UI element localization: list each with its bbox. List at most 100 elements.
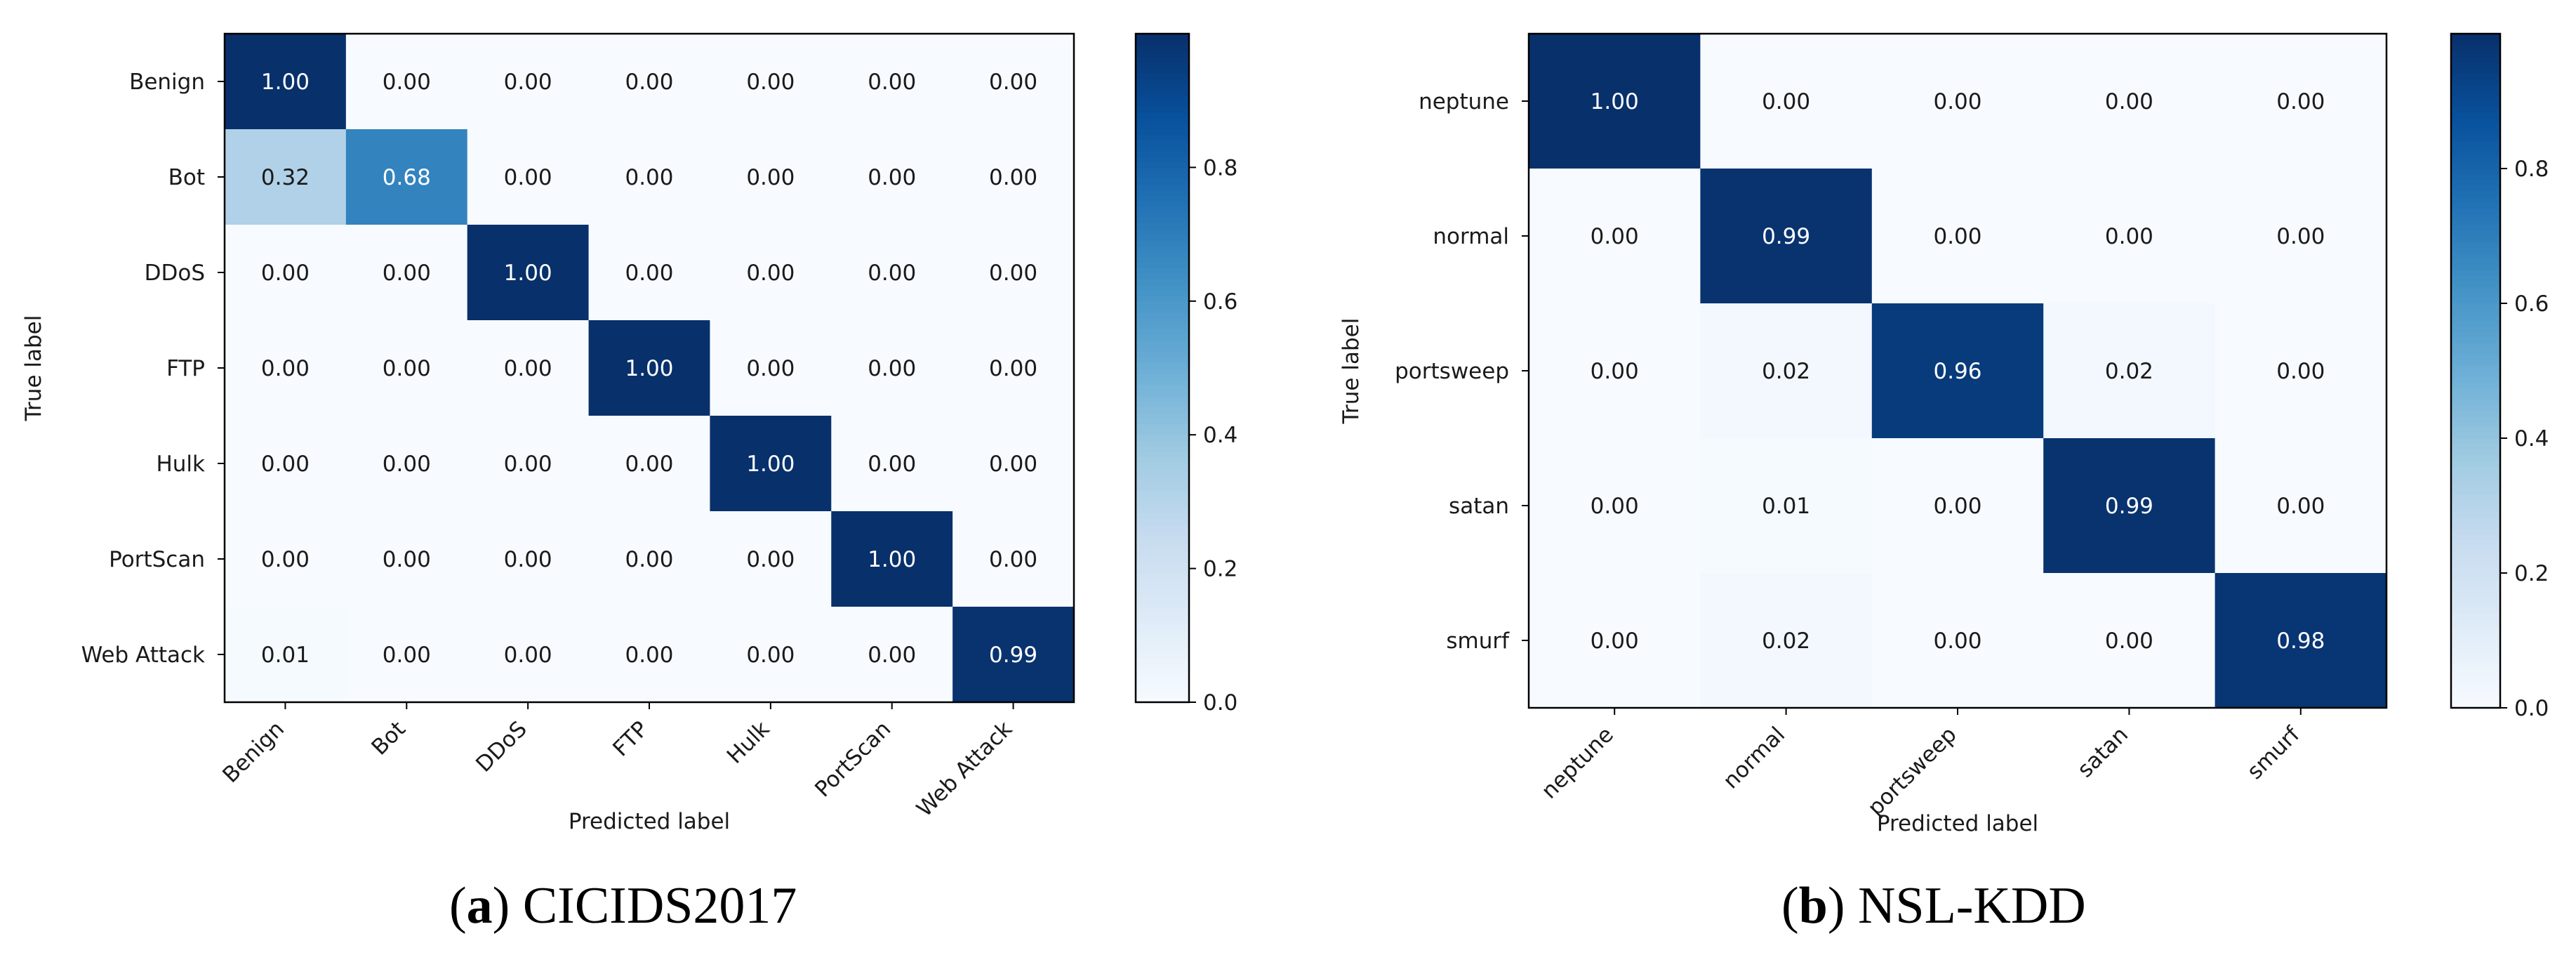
colorbar-segment-b-68 bbox=[2451, 320, 2500, 327]
cell-value-label-a-0-1: 0.00 bbox=[383, 70, 431, 95]
heatmap-cell-a-4-2 bbox=[467, 416, 590, 512]
cell-value-label-a-4-0: 0.00 bbox=[261, 452, 310, 477]
colorbar-segment-a-18 bbox=[1136, 596, 1189, 602]
colorbar-segment-b-72 bbox=[2451, 298, 2500, 304]
colorbar-segment-b-76 bbox=[2451, 275, 2500, 282]
colorbar-segment-b-49 bbox=[2451, 427, 2500, 433]
colorbar-segment-a-77 bbox=[1136, 268, 1189, 274]
y-tick-label-b-0: neptune bbox=[1419, 89, 1509, 114]
heatmap-cell-a-2-2 bbox=[467, 225, 590, 321]
caption-a-letter: a bbox=[466, 877, 493, 935]
colorbar-segment-b-116 bbox=[2451, 51, 2500, 57]
colorbar-segment-a-109 bbox=[1136, 89, 1189, 96]
colorbar-frame-a bbox=[1134, 32, 1190, 704]
colorbar-segment-b-70 bbox=[2451, 309, 2500, 315]
colorbar-tick-label-a-1: 0.2 bbox=[1203, 557, 1237, 582]
y-axis-label-a: True label bbox=[21, 315, 46, 422]
colorbar-segment-a-26 bbox=[1136, 551, 1189, 558]
cell-value-label-b-4-2: 0.00 bbox=[1933, 628, 1981, 654]
heatmap-cell-b-1-2 bbox=[1871, 169, 2044, 304]
colorbar-segment-b-81 bbox=[2451, 247, 2500, 253]
heatmap-cell-b-0-2 bbox=[1871, 34, 2044, 169]
colorbar-segment-b-58 bbox=[2451, 376, 2500, 383]
heatmap-cell-a-3-2 bbox=[467, 320, 590, 416]
colorbar-segment-a-96 bbox=[1136, 162, 1189, 169]
y-tick-label-b-1: normal bbox=[1433, 224, 1509, 249]
cell-value-label-a-3-2: 0.00 bbox=[504, 356, 552, 381]
colorbar-segment-a-104 bbox=[1136, 117, 1189, 124]
heatmap-cell-a-2-4 bbox=[710, 225, 832, 321]
heatmap-cell-a-5-3 bbox=[588, 511, 711, 607]
colorbar-segment-b-118 bbox=[2451, 39, 2500, 46]
cell-value-label-a-6-0: 0.01 bbox=[261, 643, 310, 668]
colorbar-segment-a-119 bbox=[1136, 34, 1189, 40]
heatmap-cell-b-2-1 bbox=[1700, 303, 1873, 439]
heatmap-cell-a-2-3 bbox=[588, 225, 711, 321]
colorbar-segment-a-116 bbox=[1136, 50, 1189, 57]
cell-value-label-a-5-6: 0.00 bbox=[989, 547, 1037, 572]
cell-value-label-b-0-1: 0.00 bbox=[1762, 89, 1810, 114]
cell-value-label-a-4-3: 0.00 bbox=[625, 452, 673, 477]
cell-value-label-b-3-3: 0.99 bbox=[2105, 494, 2153, 519]
colorbar-segment-a-102 bbox=[1136, 128, 1189, 135]
colorbar-segment-a-114 bbox=[1136, 61, 1189, 68]
colorbar-segment-a-28 bbox=[1136, 540, 1189, 547]
colorbar-segment-a-51 bbox=[1136, 412, 1189, 419]
heatmap-cell-a-1-6 bbox=[952, 129, 1075, 225]
colorbar-segment-b-54 bbox=[2451, 399, 2500, 405]
colorbar-segment-a-110 bbox=[1136, 84, 1189, 91]
cell-value-label-a-3-4: 0.00 bbox=[746, 356, 795, 381]
colorbar-segment-b-67 bbox=[2451, 326, 2500, 332]
cell-value-label-b-2-4: 0.00 bbox=[2276, 359, 2325, 384]
cell-value-label-a-2-0: 0.00 bbox=[261, 261, 310, 286]
colorbar-segment-b-47 bbox=[2451, 438, 2500, 444]
cell-value-label-a-2-1: 0.00 bbox=[383, 261, 431, 286]
cell-value-label-b-3-0: 0.00 bbox=[1591, 494, 1639, 519]
colorbar-segment-a-67 bbox=[1136, 323, 1189, 330]
heatmap-cell-a-5-6 bbox=[952, 511, 1075, 607]
colorbar-segment-b-64 bbox=[2451, 343, 2500, 349]
colorbar-segment-b-86 bbox=[2451, 219, 2500, 225]
heatmap-cell-a-0-0 bbox=[225, 34, 347, 130]
cell-value-label-a-6-5: 0.00 bbox=[868, 643, 916, 668]
heatmap-cell-a-5-0 bbox=[225, 511, 347, 607]
heatmap-cell-a-1-5 bbox=[831, 129, 953, 225]
heatmap-cell-a-6-2 bbox=[467, 607, 590, 703]
colorbar-segment-a-52 bbox=[1136, 407, 1189, 414]
colorbar-segment-a-45 bbox=[1136, 446, 1189, 452]
x-tick-label-b-4: smurf bbox=[2243, 721, 2306, 784]
heatmap-cell-a-4-3 bbox=[588, 416, 711, 512]
cell-value-label-a-6-1: 0.00 bbox=[383, 643, 431, 668]
heatmap-cell-a-3-0 bbox=[225, 320, 347, 416]
colorbar-segment-a-79 bbox=[1136, 256, 1189, 263]
colorbar-segment-a-4 bbox=[1136, 674, 1189, 681]
colorbar-segment-a-9 bbox=[1136, 646, 1189, 653]
colorbar-segment-a-78 bbox=[1136, 262, 1189, 268]
colorbar-segment-a-113 bbox=[1136, 67, 1189, 74]
colorbar-tick-label-b-0: 0.0 bbox=[2514, 696, 2549, 721]
colorbar-segment-b-63 bbox=[2451, 348, 2500, 355]
colorbar-segment-b-85 bbox=[2451, 225, 2500, 231]
cell-value-label-a-4-2: 0.00 bbox=[504, 452, 552, 477]
colorbar-tick-label-b-2: 0.4 bbox=[2514, 426, 2549, 452]
colorbar-segment-a-93 bbox=[1136, 178, 1189, 185]
colorbar-segment-b-115 bbox=[2451, 56, 2500, 62]
colorbar-segment-b-107 bbox=[2451, 101, 2500, 107]
colorbar-segment-b-101 bbox=[2451, 135, 2500, 141]
colorbar-segment-b-80 bbox=[2451, 253, 2500, 259]
colorbar-segment-b-44 bbox=[2451, 455, 2500, 461]
cell-value-label-b-3-1: 0.01 bbox=[1762, 494, 1810, 519]
heatmap-cell-b-1-4 bbox=[2215, 169, 2387, 304]
y-tick-label-a-3: FTP bbox=[166, 356, 205, 381]
colorbar-segment-b-61 bbox=[2451, 360, 2500, 366]
x-tick-label-a-4: Hulk bbox=[722, 716, 775, 769]
heatmap-cell-b-1-3 bbox=[2043, 169, 2216, 304]
colorbar-segment-b-90 bbox=[2451, 197, 2500, 203]
colorbar-segment-b-19 bbox=[2451, 595, 2500, 602]
heatmap-cell-b-0-4 bbox=[2215, 34, 2387, 169]
heatmap-cell-a-3-3 bbox=[588, 320, 711, 416]
colorbar-segment-a-112 bbox=[1136, 72, 1189, 79]
x-tick-label-a-2: DDoS bbox=[471, 716, 532, 777]
colorbar-segment-b-3 bbox=[2451, 685, 2500, 692]
colorbar-segment-a-24 bbox=[1136, 562, 1189, 569]
